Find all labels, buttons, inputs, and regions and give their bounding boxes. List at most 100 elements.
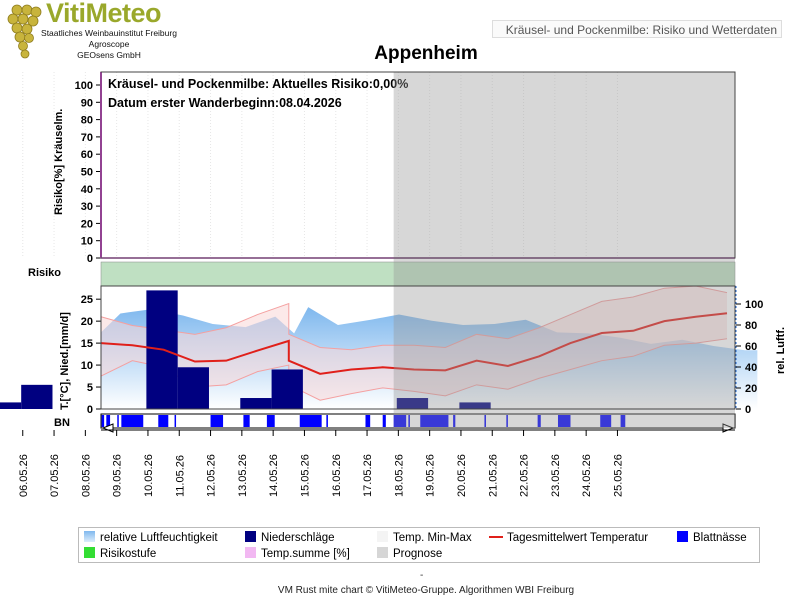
logo-title: VitiMeteo	[46, 0, 162, 28]
leaf-wetness-mark	[408, 415, 410, 427]
leaf-wetness-mark	[537, 415, 541, 427]
risk-y-tick-label: 90	[81, 97, 93, 109]
leaf-wetness-mark	[174, 415, 177, 427]
legend-item: Temp. Min-Max	[377, 531, 472, 545]
leaf-wetness-mark	[600, 415, 612, 427]
humidity-y-tick-label: 60	[745, 341, 757, 353]
risk-panel-background	[101, 72, 735, 258]
legend-label: Blattnässe	[693, 532, 747, 544]
risk-stage-band	[100, 261, 736, 287]
humidity-y-tick-label: 80	[745, 320, 757, 332]
date-tick-label: 13.05.26	[237, 454, 249, 497]
risk-y-tick-label: 50	[81, 167, 93, 179]
legend-label: Temp.summe [%]	[261, 548, 350, 560]
legend-label: Tagesmittelwert Temperatur	[507, 532, 649, 544]
date-tick-label: 24.05.26	[581, 454, 593, 497]
risk-y-tick-label: 60	[81, 149, 93, 161]
precip-bar	[271, 369, 303, 409]
temp-min-line	[100, 338, 728, 401]
precip-bar	[177, 367, 209, 409]
vitimeteo-logo: VitiMeteo Staatliches Weinbauinstitut Fr…	[0, 0, 190, 62]
date-tick-label: 14.05.26	[268, 454, 280, 497]
leaf-wetness-mark	[158, 415, 169, 427]
risk-y-tick-label: 0	[87, 253, 93, 265]
leaf-wetness-mark	[506, 415, 508, 427]
leaf-wetness-mark	[210, 415, 224, 427]
risk-y-tick-label: 80	[81, 115, 93, 127]
leaf-wetness-mark	[382, 415, 386, 427]
legend-item: Blattnässe	[677, 531, 747, 545]
chart-legend: relative Luftfeuchtigkeit Niederschläge Te…	[78, 527, 760, 563]
current-risk-text: Kräusel- und Pockenmilbe: Aktuelles Risi…	[108, 77, 408, 91]
date-tick-label: 25.05.26	[612, 454, 624, 497]
precip-bar	[21, 384, 53, 409]
legend-item: Tagesmittelwert Temperatur	[489, 531, 648, 545]
temp-mean-line	[100, 312, 728, 375]
weather-y-tick-label: 15	[81, 338, 93, 350]
leaf-wetness-label: BN	[54, 417, 70, 429]
date-tick-label: 06.05.26	[18, 454, 30, 497]
date-tick-label: 10.05.26	[143, 454, 155, 497]
risk-y-tick-label: 10	[81, 236, 93, 248]
leaf-wetness-mark	[420, 415, 449, 427]
date-tick-label: 09.05.26	[112, 454, 124, 497]
leaf-wetness-mark	[106, 415, 111, 427]
legend-swatch	[245, 547, 256, 558]
weather-y-axis-label: T.[°C], Nied.[mm/d]	[59, 312, 71, 410]
leaf-wetness-mark	[299, 415, 322, 427]
date-tick-label: 11.05.26	[174, 455, 186, 497]
leaf-wetness-mark	[243, 415, 250, 427]
risk-y-tick-label: 40	[81, 184, 93, 196]
legend-swatch	[377, 547, 388, 558]
legend-swatch	[84, 531, 95, 542]
date-tick-label: 20.05.26	[456, 454, 468, 497]
leaf-wetness-mark	[484, 415, 486, 427]
humidity-y-tick-label: 40	[745, 362, 757, 374]
humidity-y-tick-label: 0	[745, 404, 751, 416]
date-tick-label: 15.05.26	[299, 454, 311, 497]
leaf-wetness-mark	[453, 415, 456, 427]
legend-item: Risikostufe	[84, 547, 156, 561]
weather-y-tick-label: 10	[81, 360, 93, 372]
footer-credit: VM Rust mite chart © VitiMeteo-Gruppe. A…	[277, 585, 575, 596]
date-tick-label: 21.05.26	[487, 454, 499, 497]
legend-label: Niederschläge	[261, 532, 335, 544]
precip-bar	[459, 402, 491, 409]
legend-swatch	[245, 531, 256, 542]
leaf-wetness-mark	[101, 415, 105, 427]
logo-subline-geosens: GEOsens GmbH	[77, 50, 141, 60]
precip-bar	[0, 402, 22, 409]
chart-type-tab[interactable]: Kräusel- und Pockenmilbe: Risiko und Wet…	[492, 20, 782, 38]
leaf-wetness-mark	[326, 415, 328, 427]
legend-label: relative Luftfeuchtigkeit	[100, 532, 218, 544]
weather-y-tick-label: 20	[81, 316, 93, 328]
footer-dash: -	[420, 570, 424, 581]
humidity-y-tick-label: 100	[745, 299, 763, 311]
weather-y-tick-label: 0	[87, 404, 93, 416]
legend-item: Niederschläge	[245, 531, 335, 545]
forecast-shading	[393, 72, 735, 428]
risk-y-tick-label: 70	[81, 132, 93, 144]
leaf-wetness-mark	[266, 415, 275, 427]
legend-label: Temp. Min-Max	[393, 532, 472, 544]
leaf-wetness-mark	[393, 415, 407, 427]
risk-y-tick-label: 100	[75, 80, 93, 92]
legend-swatch	[677, 531, 688, 542]
legend-label: Prognose	[393, 548, 443, 560]
leaf-wetness-mark	[620, 415, 626, 427]
risk-panel-frame	[100, 71, 736, 259]
date-tick-label: 22.05.26	[519, 454, 531, 497]
logo-subline-institute: Staatliches Weinbauinstitut Freiburg	[41, 28, 177, 38]
weather-panel-frame	[100, 285, 736, 410]
date-tick-label: 08.05.26	[80, 454, 92, 497]
legend-swatch	[377, 531, 388, 542]
date-tick-label: 12.05.26	[206, 454, 218, 497]
date-tick-label: 19.05.26	[425, 454, 437, 497]
leaf-wetness-mark	[121, 415, 144, 427]
humidity-y-axis-label: rel. Luftf.	[775, 327, 787, 374]
date-tick-label: 07.05.26	[49, 454, 61, 497]
leaf-wetness-strip	[100, 413, 736, 429]
station-title: Appenheim	[374, 43, 478, 64]
risk-y-tick-label: 30	[81, 201, 93, 213]
